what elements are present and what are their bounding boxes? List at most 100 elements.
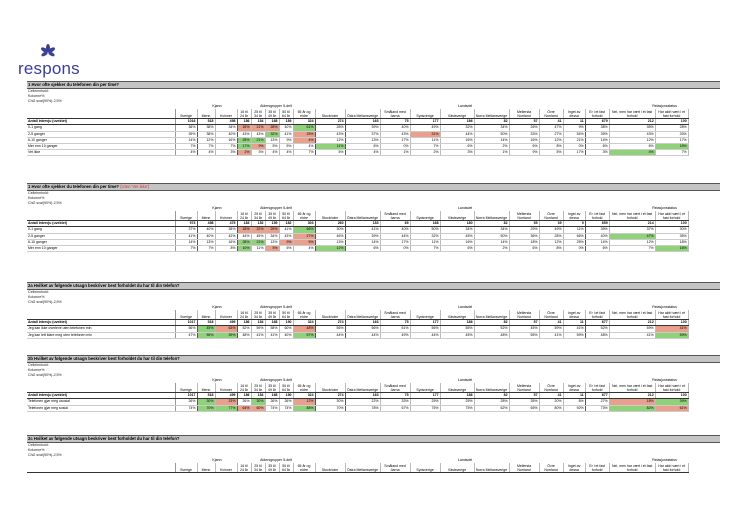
group-header: Aldersgrupper 5-delt xyxy=(260,206,292,210)
table-cell: 47% xyxy=(175,332,198,339)
column-header: 35 til 49 år xyxy=(265,109,280,120)
table-cell: 16% xyxy=(440,239,475,247)
table-cell: 12% xyxy=(315,137,346,145)
table-cell: 74% xyxy=(279,405,294,412)
table-cell: 3% xyxy=(440,149,475,157)
column-header: Västsverige xyxy=(440,383,475,394)
column-header: Kvinner xyxy=(215,310,238,321)
row-label: Jeg kan ikke overleve uten telefonen min xyxy=(27,325,176,333)
table-cell: 0% xyxy=(380,143,411,151)
table-cell: 3% xyxy=(251,149,266,157)
cell-content-note: Kolonne% xyxy=(28,196,45,200)
table-cell: 82 xyxy=(474,118,510,126)
column-header: Övre Norrland xyxy=(539,383,564,394)
question-title: 2b Hvilket av følgende utsagn beskriver … xyxy=(27,355,720,363)
column-header: Västsverige xyxy=(440,463,475,474)
table-cell: 20% xyxy=(539,398,564,406)
table-cell: 5% xyxy=(539,149,564,157)
table-cell: 55% xyxy=(440,325,475,333)
table-cell: 13% xyxy=(315,239,346,247)
table-cell: 16% xyxy=(440,137,475,145)
column-header: Västsverige xyxy=(440,310,475,321)
table-cell: 50% xyxy=(474,131,510,138)
cell-content-note: Kolonne% xyxy=(28,94,45,98)
table-cell: 189 xyxy=(279,118,294,126)
base-row: Antall intervju (uvektet) 973 498 475 183 152… xyxy=(27,220,720,228)
question-title: 1 Hvor ofte sjekker du telefonen din per… xyxy=(27,81,720,89)
table-cell: 58% xyxy=(265,325,280,333)
table-cell: 34% xyxy=(474,226,510,234)
table-cell: 0% xyxy=(380,245,411,253)
column-header: Sydsverige xyxy=(410,310,441,321)
table-cell: 41 xyxy=(539,319,564,327)
table-cell: 168 xyxy=(265,392,280,400)
cell-content-note: Kolonne% xyxy=(28,448,45,452)
table-cell: 29% xyxy=(265,226,280,234)
table-cell: 4% xyxy=(345,149,381,157)
column-header: Övre Norrland xyxy=(539,310,564,321)
table-cell: 163 xyxy=(345,319,381,327)
column-header: 16 til 24 år xyxy=(237,211,252,222)
table-cell: 45% xyxy=(509,325,540,333)
table-cell: 59% xyxy=(539,325,564,333)
table-cell: 25% xyxy=(410,398,441,406)
table-cell: 11% xyxy=(410,137,441,145)
column-header: Östra Mellansverige xyxy=(345,310,381,321)
column-header: Inget av dessa xyxy=(563,463,586,474)
table-row: Jeg kan ikke overleve uten telefonen min… xyxy=(27,325,720,333)
table-cell: 177 xyxy=(410,319,441,327)
cell-content-note: Celleinnhold: xyxy=(28,290,49,294)
column-header: 50 til 64 år xyxy=(279,383,294,394)
table-cell: 37% xyxy=(609,226,656,234)
table-cell: 28% xyxy=(539,233,564,240)
table-cell: 30% xyxy=(315,226,346,234)
table-cell: 5% xyxy=(279,143,294,151)
table-cell: 679 xyxy=(585,118,610,126)
table-cell: 168 xyxy=(265,118,280,126)
table-cell: 40% xyxy=(197,226,216,234)
table-cell: 43% xyxy=(380,131,411,138)
table-cell: 48% xyxy=(293,325,316,333)
question-title: 2a Hvilket av følgende utsagn beskriver … xyxy=(27,282,720,290)
table-cell: 8% xyxy=(539,245,564,253)
column-header: Västsverige xyxy=(440,211,475,222)
column-header: Inget av dessa xyxy=(563,310,586,321)
table-cell: 49% xyxy=(539,226,564,234)
table-cell: 6% xyxy=(345,143,381,151)
crosstab-table: Kjønn Aldersgrupper 5-delt Landsdel Relasjo… xyxy=(27,305,720,339)
table-cell: 6% xyxy=(279,245,294,253)
table-row: 2-5 ganger 41% 40% 42% 44% 45% 34% 43% 27% 46% 39%… xyxy=(27,233,720,240)
table-cell: 4% xyxy=(609,149,656,157)
flower-icon xyxy=(40,44,56,57)
table-row: Mer enn 10 ganger 7% 7% 7% 17% 9% 5% 5% 4% 11% 6% 0… xyxy=(27,143,720,151)
table-cell: 9% xyxy=(509,149,540,157)
table-cell: 40% xyxy=(380,226,411,234)
column-header-row: Sverige Menn Kvinner 16 til 24 år 25 til 34 … xyxy=(27,310,720,321)
row-label: Telefonen gjør meg usosial xyxy=(27,398,176,406)
table-cell: 190 xyxy=(279,392,294,400)
table-cell: 16% xyxy=(215,137,238,145)
table-cell: 3% xyxy=(585,149,610,157)
column-header: Mellersta Norrland xyxy=(509,383,540,394)
row-label: Telefonen gjør meg sosial xyxy=(27,405,176,412)
table-cell: 677 xyxy=(585,319,610,327)
table-cell: 7% xyxy=(175,245,198,253)
row-label: 0-1 gang xyxy=(27,226,176,234)
table-cell: 2% xyxy=(237,149,252,157)
row-label: Antall intervju (uvektet) xyxy=(27,319,176,327)
table-row: 6-10 ganger 14% 12% 16% 28% 21% 13% 9% 4% 12% 13% 1… xyxy=(27,137,720,145)
table-cell: 212 xyxy=(609,319,656,327)
table-cell: 55% xyxy=(197,332,216,339)
table-cell: 43% xyxy=(315,131,346,138)
row-label: Antall intervju (uvektet) xyxy=(27,220,176,228)
table-cell: 75 xyxy=(380,118,411,126)
table-cell: 39% xyxy=(345,124,381,132)
crosstab-table: Kjønn Aldersgrupper 5-delt Landsdel Relasjo… xyxy=(27,206,720,253)
table-cell: 25% xyxy=(440,398,475,406)
table-cell: 1% xyxy=(474,149,510,157)
table-cell: 8% xyxy=(539,143,564,151)
table-cell: 82 xyxy=(474,319,510,327)
column-header: Övre Norrland xyxy=(539,109,564,120)
table-cell: 11% xyxy=(410,239,441,247)
column-header: 25 til 34 år xyxy=(251,211,266,222)
